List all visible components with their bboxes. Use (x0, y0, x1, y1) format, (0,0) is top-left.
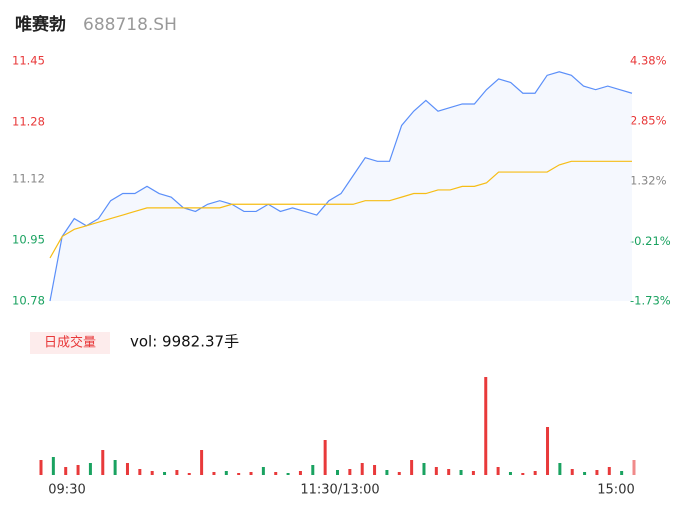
volume-bar (163, 472, 167, 475)
price-line (49, 71, 633, 302)
volume-bar (459, 470, 463, 475)
volume-bar (447, 469, 451, 475)
average-line (49, 160, 632, 259)
volume-bar (385, 470, 389, 475)
volume-bar (286, 473, 290, 475)
y-tick-label: 10.78 (12, 294, 45, 308)
y2-tick-label: 1.32% (630, 174, 667, 188)
volume-bar (298, 471, 302, 475)
volume-bar (175, 470, 179, 475)
volume-bar (150, 471, 154, 475)
volume-bar (558, 463, 562, 475)
y-tick-label: 10.95 (12, 233, 45, 247)
volume-bar (434, 467, 438, 475)
volume-bar (113, 460, 117, 475)
volume-bar (76, 465, 80, 475)
volume-bar (200, 450, 204, 475)
volume-bar (397, 472, 401, 475)
volume-bar (323, 440, 327, 475)
y-tick-label: 11.12 (12, 172, 45, 186)
volume-bar (224, 471, 228, 475)
volume-bar (212, 472, 216, 475)
volume-bar (496, 467, 500, 475)
volume-bar (373, 465, 377, 475)
volume-bar (237, 473, 241, 475)
volume-bar (521, 473, 525, 475)
volume-bar (125, 463, 129, 475)
volume-bar (595, 470, 599, 475)
y2-tick-label: -1.73% (630, 294, 671, 308)
y-tick-label: 11.28 (12, 114, 45, 128)
volume-bar (274, 472, 278, 475)
volume-text: vol: 9982.37手 (130, 333, 239, 351)
volume-bar (101, 450, 105, 475)
y2-tick-label: -0.21% (630, 234, 671, 248)
volume-bar (471, 471, 475, 475)
volume-bar (570, 469, 574, 475)
volume-bar (546, 427, 550, 475)
volume-bar (64, 467, 68, 475)
volume-label: 日成交量 (44, 335, 96, 351)
stock-name: 唯赛勃 (15, 14, 66, 35)
volume-bar (187, 473, 191, 475)
volume-bar (360, 463, 364, 475)
volume-bar (51, 457, 55, 475)
volume-bar (632, 460, 636, 475)
y2-tick-label: 2.85% (630, 114, 667, 128)
volume-bar (620, 471, 624, 475)
y-tick-label: 11.45 (12, 54, 45, 68)
volume-bar (249, 472, 253, 475)
volume-bar (484, 377, 488, 475)
stock-code: 688718.SH (83, 15, 177, 35)
volume-bar (533, 471, 537, 475)
volume-bar (607, 467, 611, 475)
volume-bar (39, 460, 43, 475)
volume-bar (138, 469, 142, 475)
volume-bar (508, 472, 512, 475)
volume-bar (311, 465, 315, 475)
volume-bar (88, 463, 92, 475)
volume-bar (261, 467, 265, 475)
volume-label-box (30, 332, 110, 354)
x-tick-label: 09:30 (48, 483, 85, 498)
volume-bar (348, 469, 352, 475)
x-tick-label: 11:30/13:00 (300, 483, 379, 498)
volume-bar (410, 460, 414, 475)
volume-bar (422, 463, 426, 475)
price-area (50, 71, 632, 301)
volume-bar (336, 470, 339, 475)
y2-tick-label: 4.38% (630, 54, 667, 68)
volume-bar (583, 472, 587, 475)
x-tick-label: 15:00 (597, 483, 634, 498)
